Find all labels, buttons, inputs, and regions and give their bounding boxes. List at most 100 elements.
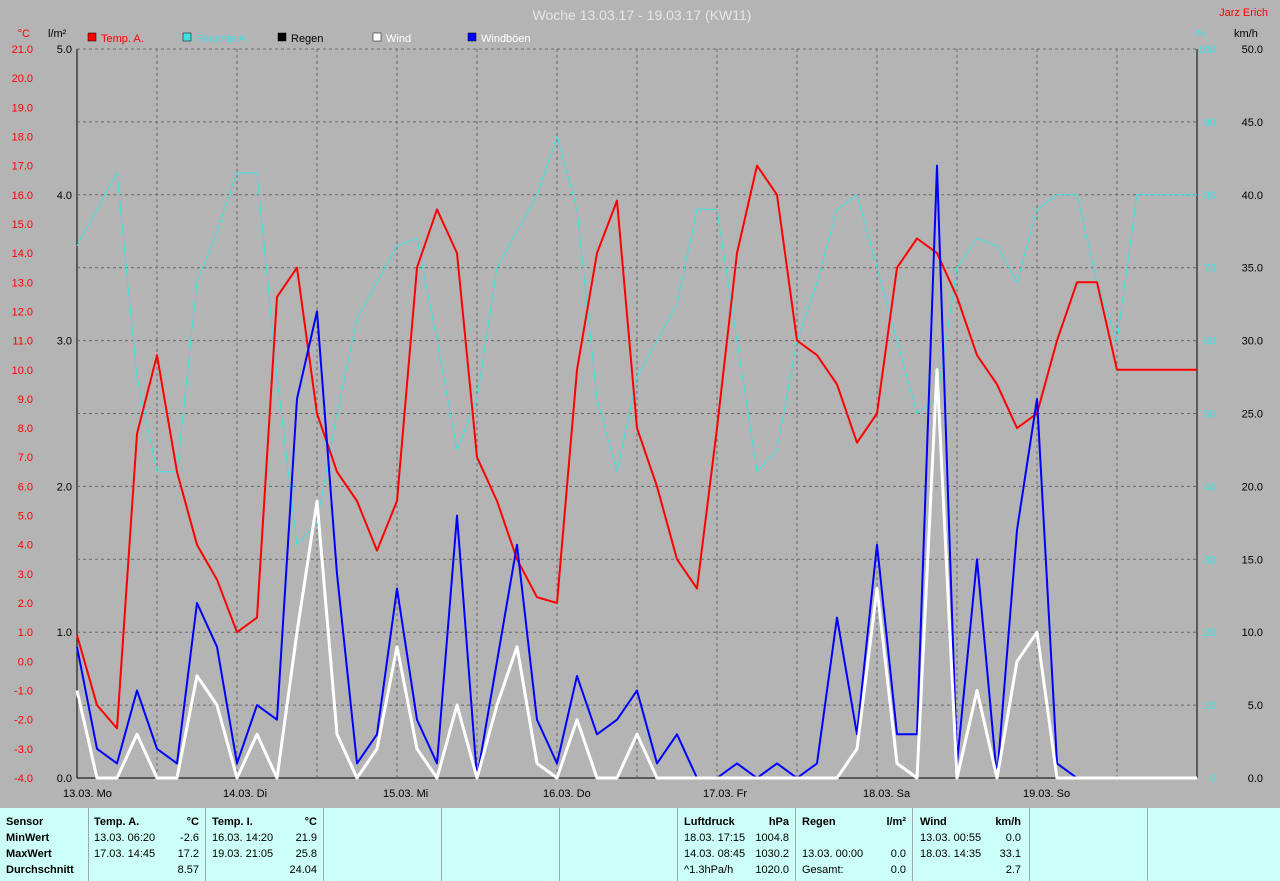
day-label: 17.03. Fr	[703, 788, 747, 800]
humidity-tick-label: 50	[1204, 409, 1216, 421]
min-label: MinWert	[6, 832, 50, 844]
temp-tick-label: -2.0	[14, 715, 33, 727]
humidity-tick-label: 60	[1204, 336, 1216, 348]
legend-label: Wind	[386, 33, 411, 45]
humidity-tick-label: 100	[1198, 44, 1216, 56]
series-temp-a	[76, 164, 1197, 730]
temp-tick-label: -3.0	[14, 744, 33, 756]
temp-tick-label: 10.0	[12, 365, 33, 377]
temp-tick-label: 14.0	[12, 248, 33, 260]
author-label: Jarz Erich	[1219, 7, 1268, 19]
temp-tick-label: -4.0	[14, 773, 33, 785]
luftdruck-header: Luftdruck	[684, 816, 735, 828]
temp-tick-label: 9.0	[18, 394, 33, 406]
wind-panel: Wind km/h 13.03. 00:55 0.0 18.03. 14:35 …	[913, 808, 1030, 881]
temp-i-max-value: 25.8	[295, 848, 317, 860]
wind-tick-label: 25.0	[1242, 409, 1263, 421]
wind-tick-label: 30.0	[1242, 336, 1263, 348]
humidity-tick-label: 40	[1204, 481, 1216, 493]
rain-tick-label: 5.0	[57, 44, 72, 56]
temp-tick-label: 1.0	[18, 627, 33, 639]
temp-i-header: Temp. I.	[212, 816, 253, 828]
luftdruck-panel: Luftdruck hPa 18.03. 17:15 1004.8 14.03.…	[678, 808, 796, 881]
humidity-unit-label: %	[1195, 28, 1205, 40]
wind-tick-label: 15.0	[1242, 554, 1263, 566]
wind-unit: km/h	[995, 816, 1021, 828]
temp-tick-label: 17.0	[12, 161, 33, 173]
regen-header: Regen	[802, 816, 836, 828]
wind-unit-label: km/h	[1234, 28, 1258, 40]
temp-tick-label: 4.0	[18, 540, 33, 552]
temp-tick-label: 18.0	[12, 131, 33, 143]
humidity-tick-label: 90	[1204, 117, 1216, 129]
luftdruck-max-value: 1030.2	[755, 848, 789, 860]
rain-tick-label: 1.0	[57, 627, 72, 639]
luftdruck-min-time: 18.03. 17:15	[684, 832, 746, 844]
temp-i-max-time: 19.03. 21:05	[212, 848, 274, 860]
temp-tick-label: 0.0	[18, 656, 33, 668]
wind-tick-label: 35.0	[1242, 263, 1263, 275]
legend-swatch	[87, 32, 97, 42]
humidity-tick-label: 70	[1204, 263, 1216, 275]
wind-tick-label: 10.0	[1242, 627, 1263, 639]
wind-min-time: 13.03. 00:55	[920, 832, 982, 844]
axis-labels: Woche 13.03.17 - 19.03.17 (KW11) Jarz Eri…	[12, 7, 1268, 800]
temp-tick-label: 8.0	[18, 423, 33, 435]
wind-tick-label: 0.0	[1248, 773, 1263, 785]
temp-tick-label: 11.0	[12, 336, 33, 348]
luftdruck-min-value: 1004.8	[755, 832, 789, 844]
empty-panel-1	[324, 808, 442, 881]
luftdruck-unit: hPa	[768, 816, 789, 828]
rain-tick-label: 4.0	[57, 190, 72, 202]
temp-unit-label: °C	[18, 28, 30, 40]
temp-i-unit: °C	[304, 816, 317, 828]
temp-i-avg-value: 24.04	[289, 864, 317, 876]
sensor-header: Sensor	[6, 816, 44, 828]
temp-a-avg-value: 8.57	[177, 864, 199, 876]
luftdruck-trend: ^1.3hPa/h	[684, 864, 734, 876]
temp-a-min-value: -2.6	[180, 832, 199, 844]
series-wind	[75, 368, 1197, 780]
empty-panel-4	[1030, 808, 1148, 881]
temp-tick-label: 21.0	[12, 44, 33, 56]
wind-tick-label: 20.0	[1242, 481, 1263, 493]
legend-swatch	[182, 32, 192, 42]
wind-tick-label: 45.0	[1242, 117, 1263, 129]
weather-chart: Woche 13.03.17 - 19.03.17 (KW11) Jarz Eri…	[12, 7, 1268, 800]
luftdruck-avg-value: 1020.0	[755, 864, 789, 876]
rain-tick-label: 2.0	[57, 481, 72, 493]
day-label: 15.03. Mi	[383, 788, 428, 800]
wind-tick-label: 40.0	[1242, 190, 1263, 202]
max-label: MaxWert	[6, 848, 52, 860]
temp-i-min-time: 16.03. 14:20	[212, 832, 274, 844]
temp-a-max-time: 17.03. 14:45	[94, 848, 156, 860]
empty-panel-3	[560, 808, 678, 881]
day-label: 16.03. Do	[543, 788, 591, 800]
day-label: 18.03. Sa	[863, 788, 911, 800]
temp-tick-label: 19.0	[12, 102, 33, 114]
legend-swatch	[372, 32, 382, 42]
day-label: 13.03. Mo	[63, 788, 112, 800]
luftdruck-max-time: 14.03. 08:45	[684, 848, 746, 860]
regen-max-value: 0.0	[890, 848, 906, 860]
temp-i-panel: Temp. I. °C 16.03. 14:20 21.9 19.03. 21:…	[206, 808, 324, 881]
regen-unit: l/m²	[886, 816, 906, 828]
wind-tick-label: 50.0	[1242, 44, 1263, 56]
legend-label: Regen	[291, 33, 323, 45]
temp-tick-label: 12.0	[12, 306, 33, 318]
humidity-tick-label: 10	[1204, 700, 1216, 712]
wind-max-time: 18.03. 14:35	[920, 848, 982, 860]
humidity-tick-label: 20	[1204, 627, 1216, 639]
temp-tick-label: 20.0	[12, 73, 33, 85]
day-label: 14.03. Di	[223, 788, 267, 800]
wind-min-value: 0.0	[1005, 832, 1021, 844]
humidity-tick-label: 0	[1210, 773, 1216, 785]
temp-tick-label: 2.0	[18, 598, 33, 610]
temp-tick-label: 13.0	[12, 277, 33, 289]
temp-tick-label: 6.0	[18, 481, 33, 493]
rain-tick-label: 3.0	[57, 336, 72, 348]
temp-a-min-time: 13.03. 06:20	[94, 832, 156, 844]
legend-label: Windböen	[481, 33, 531, 45]
series-lines	[75, 136, 1197, 780]
stats-footer: Sensor MinWert MaxWert Durchschnitt Temp…	[0, 808, 1280, 881]
